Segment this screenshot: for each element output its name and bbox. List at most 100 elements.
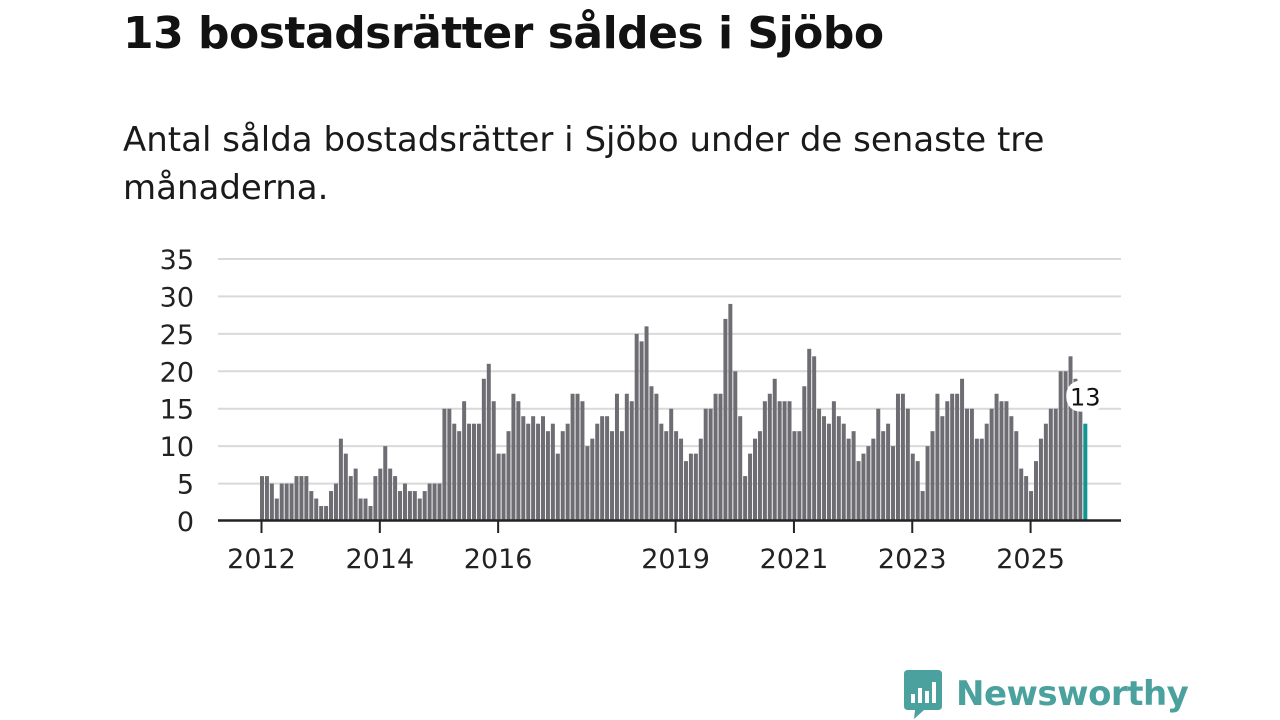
bar (895, 393, 900, 521)
bar (920, 491, 925, 521)
brand-name: Newsworthy (956, 674, 1189, 714)
x-tick-label: 2016 (464, 544, 533, 575)
bar (388, 468, 393, 521)
bar (1058, 371, 1063, 521)
bar (560, 431, 565, 521)
bar (353, 468, 358, 521)
bar (629, 401, 634, 521)
bar (264, 476, 269, 521)
bar (817, 408, 822, 521)
data-label-bg (1066, 380, 1105, 412)
bar (1078, 401, 1083, 521)
bar (688, 453, 693, 521)
bar (407, 491, 412, 521)
bar (693, 453, 698, 521)
bar (516, 401, 521, 521)
bar (496, 453, 501, 521)
bar (905, 408, 910, 521)
bar (570, 393, 575, 521)
bar (309, 491, 314, 521)
bar (826, 423, 831, 521)
chart-bars (260, 303, 1088, 521)
y-tick-label: 20 (160, 357, 194, 388)
bar (861, 453, 866, 521)
bar (994, 393, 999, 521)
bar (555, 453, 560, 521)
bar (639, 341, 644, 521)
bar (1019, 468, 1024, 521)
bar (624, 393, 629, 521)
y-tick-label: 30 (160, 282, 194, 313)
bar (378, 468, 383, 521)
bar (644, 326, 649, 521)
bar (807, 348, 812, 521)
bar (521, 416, 526, 521)
bar (526, 423, 531, 521)
newsworthy-logo-icon (904, 670, 942, 719)
bar (491, 401, 496, 521)
x-tick-label: 2012 (227, 544, 296, 575)
bar (614, 393, 619, 521)
bar (471, 423, 476, 521)
bar (545, 431, 550, 521)
bar (550, 423, 555, 521)
bar (738, 416, 743, 521)
bar (831, 401, 836, 521)
bar (698, 438, 703, 521)
bar (590, 438, 595, 521)
bar (871, 438, 876, 521)
bar (881, 431, 886, 521)
bar (664, 431, 669, 521)
bar (679, 438, 684, 521)
data-label: 13 (1070, 384, 1101, 412)
bar (945, 401, 950, 521)
bar (846, 438, 851, 521)
bar (462, 401, 467, 521)
bar (373, 476, 378, 521)
bar (467, 423, 472, 521)
bar (299, 476, 304, 521)
bar (269, 483, 274, 521)
bar (910, 453, 915, 521)
bar (940, 416, 945, 521)
bar (412, 491, 417, 521)
bar (304, 476, 309, 521)
bar (383, 446, 388, 521)
bar (324, 506, 329, 521)
bar (501, 453, 506, 521)
y-axis-ticks: 0 5 10 15 20 25 30 35 (160, 245, 194, 538)
bar (319, 506, 324, 521)
bar (1014, 431, 1019, 521)
bar (960, 378, 965, 521)
x-tick-label: 2023 (878, 544, 947, 575)
bar (452, 423, 457, 521)
bar (767, 393, 772, 521)
bar (713, 393, 718, 521)
bar (427, 483, 432, 521)
x-tick-label: 2025 (996, 544, 1065, 575)
bar (802, 386, 807, 521)
chart-subtitle: Antal sålda bostadsrätter i Sjöbo under … (123, 120, 1045, 208)
bar (348, 476, 353, 521)
bar (476, 423, 481, 521)
bar (580, 401, 585, 521)
bar (659, 423, 664, 521)
bar (797, 431, 802, 521)
bar (442, 408, 447, 521)
bar (743, 476, 748, 521)
bar (541, 416, 546, 521)
bar (343, 453, 348, 521)
bar (417, 498, 422, 521)
bar (935, 393, 940, 521)
bar (437, 483, 442, 521)
bar (866, 446, 871, 521)
bar (1053, 408, 1058, 521)
bar (733, 371, 738, 521)
brand-logo: Newsworthy (902, 668, 1189, 720)
bar (787, 401, 792, 521)
bar (398, 491, 403, 521)
bar (393, 476, 398, 521)
bar (930, 431, 935, 521)
bar (812, 356, 817, 521)
